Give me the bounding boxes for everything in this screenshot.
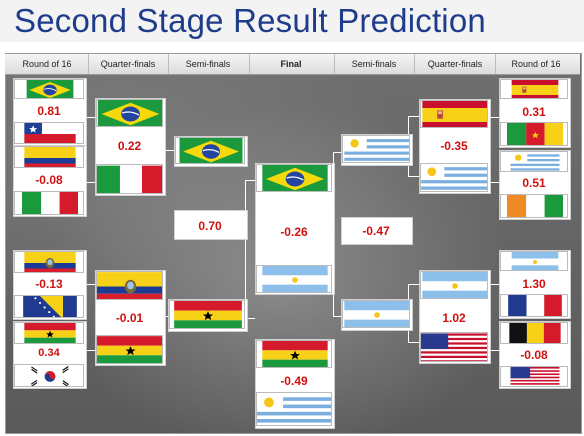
header-separator — [495, 54, 496, 74]
spain-flag-icon — [500, 79, 568, 99]
bracket-connector — [84, 350, 96, 351]
korea-flag-icon — [14, 364, 84, 387]
match-prediction-value: 1.02 — [442, 311, 466, 325]
header-separator — [414, 54, 415, 74]
argentina-flag-icon — [500, 251, 568, 271]
uruguay-flag-icon — [256, 392, 332, 426]
match-prediction-value: -0.08 — [520, 348, 548, 362]
argentina-flag-icon — [342, 300, 410, 328]
match-prediction-value: -0.13 — [35, 277, 63, 291]
match-prediction-value: 0.34 — [38, 347, 60, 359]
page-title: Second Stage Result Prediction — [14, 2, 486, 39]
ecuador-flag-icon — [96, 271, 163, 300]
bosnia-flag-icon — [14, 295, 84, 318]
match-card-sf-right-value — [341, 217, 413, 245]
brazil-flag-icon — [96, 99, 163, 127]
bracket-connector — [333, 152, 341, 153]
header-separator — [249, 54, 250, 74]
header-separator — [168, 54, 169, 74]
bracket-connector — [408, 116, 420, 117]
bracket-connector — [245, 180, 246, 318]
match-prediction-value: -0.26 — [280, 225, 308, 239]
bracket-connector — [408, 176, 420, 177]
chile-flag-icon — [14, 122, 84, 144]
italy-flag-icon — [96, 164, 163, 194]
ghana-flag-icon — [256, 340, 332, 368]
cameroon-flag-icon — [500, 122, 568, 146]
header-round-of-16-right: Round of 16 — [511, 59, 561, 69]
ghana-flag-icon — [96, 335, 163, 364]
uruguay-flag-icon — [500, 151, 568, 172]
bracket-connector — [489, 117, 499, 118]
match-prediction-value: -0.35 — [440, 139, 468, 153]
usa-flag-icon — [420, 332, 488, 362]
bracket-connector — [408, 342, 420, 343]
bracket-connector — [84, 117, 96, 118]
ivory-coast-flag-icon — [500, 194, 568, 218]
match-prediction-value: -0.08 — [35, 173, 63, 187]
bracket-connector — [408, 284, 420, 285]
bracket-connector — [245, 318, 255, 319]
match-prediction-value: -0.49 — [280, 374, 308, 388]
match-prediction-value: 0.81 — [37, 104, 61, 118]
ghana-flag-icon — [169, 300, 245, 329]
header-final: Final — [280, 59, 302, 69]
match-card-sf-left-value — [174, 210, 248, 240]
match-prediction-value: -0.01 — [115, 311, 144, 325]
bracket-connector — [245, 180, 255, 181]
match-prediction-value: 0.70 — [198, 219, 222, 233]
ghana-flag-icon — [14, 322, 84, 344]
header-quarter-finals-right: Quarter-finals — [427, 59, 483, 69]
match-prediction-value: 0.51 — [522, 176, 546, 190]
bracket-connector — [489, 182, 499, 183]
round-header-row — [5, 54, 580, 75]
spain-flag-icon — [420, 100, 488, 128]
bracket-connector — [84, 284, 96, 285]
brazil-flag-icon — [175, 137, 245, 164]
bracket-connector — [489, 350, 499, 351]
colombia-flag-icon — [14, 146, 84, 168]
header-round-of-16-left: Round of 16 — [22, 59, 72, 69]
bracket-connector — [489, 284, 499, 285]
header-quarter-finals-left: Quarter-finals — [100, 59, 156, 69]
usa-flag-icon — [500, 366, 568, 387]
title-bar — [0, 0, 584, 42]
italy-flag-icon — [14, 191, 84, 215]
header-semi-finals-left: Semi-finals — [185, 59, 231, 69]
france-flag-icon — [500, 294, 568, 317]
header-separator — [88, 54, 89, 74]
brazil-flag-icon — [14, 79, 84, 99]
brazil-flag-icon — [256, 164, 332, 192]
match-prediction-value: -0.47 — [362, 224, 390, 238]
uruguay-flag-icon — [342, 135, 410, 163]
bracket-connector — [163, 150, 175, 151]
match-prediction-value: 1.30 — [522, 277, 546, 291]
argentina-flag-icon — [420, 271, 488, 299]
match-prediction-value: 0.22 — [117, 139, 142, 153]
ecuador-flag-icon — [14, 251, 84, 273]
uruguay-flag-icon — [420, 163, 488, 192]
argentina-flag-icon — [256, 265, 332, 293]
bracket-connector — [84, 182, 96, 183]
header-semi-finals-right: Semi-finals — [351, 59, 397, 69]
header-separator — [334, 54, 335, 74]
belgium-flag-icon — [500, 322, 568, 344]
match-prediction-value: 0.31 — [522, 105, 546, 119]
bracket-connector — [333, 316, 341, 317]
